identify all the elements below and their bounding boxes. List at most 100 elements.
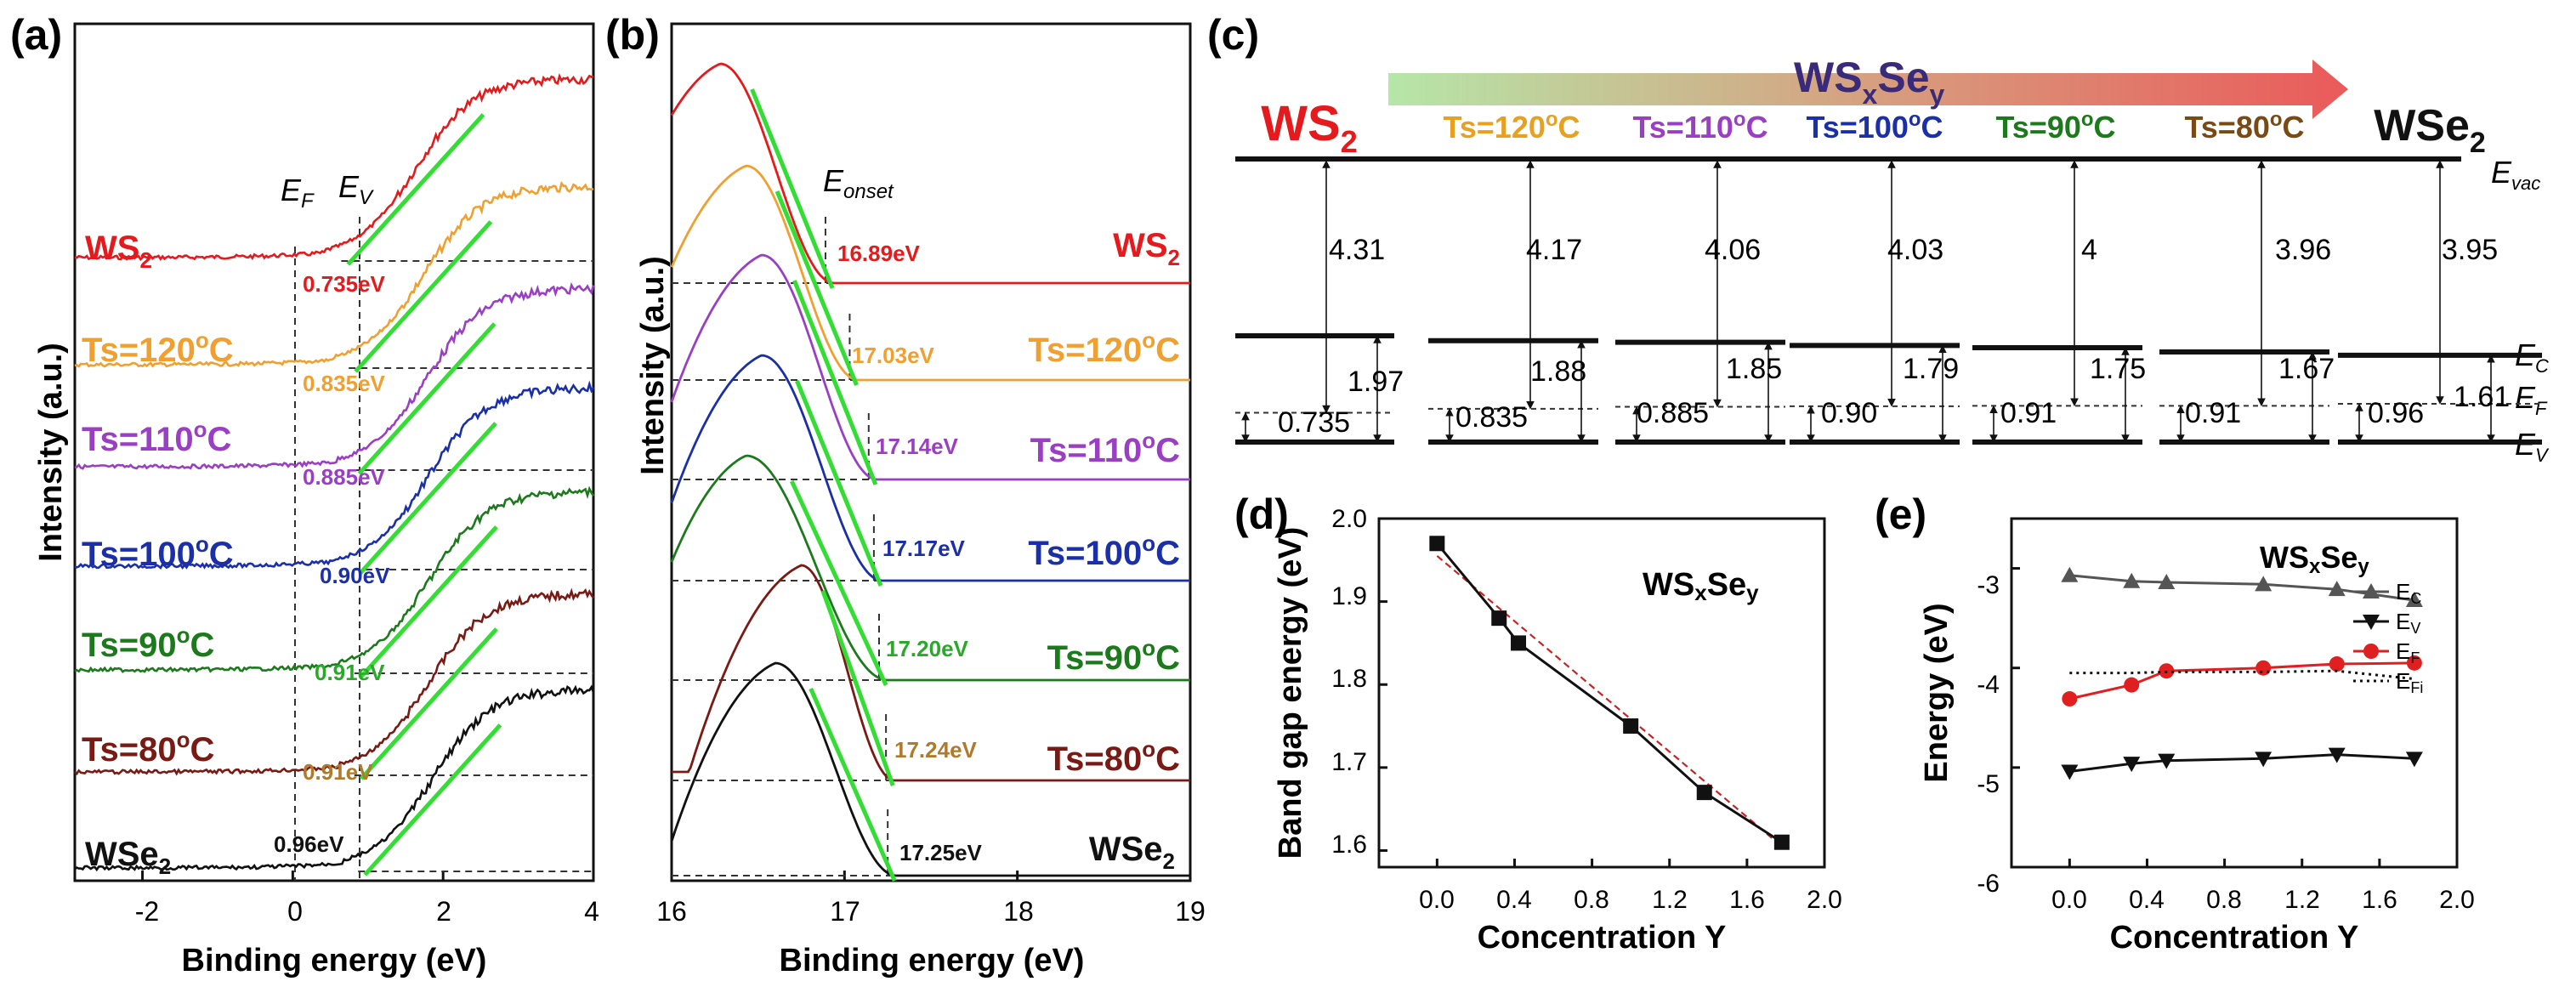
col-title-ws2: WS2 [1261,96,1357,159]
panel-e-point-EC [2158,573,2176,589]
panel-e-point-EC [2061,566,2079,582]
label-b-ws2: WS2 [1113,227,1180,270]
panel-e-ticks [2011,567,2459,869]
wf-ts100: 4.03 [1887,234,1943,266]
col-title-wse2: WSe2 [2374,101,2486,159]
panel-e-point-EV [2061,764,2079,780]
col-title-ts120: Ts=120oC [1443,108,1580,145]
panel-d-linear-fit [1436,555,1783,848]
ef-label: EF [281,173,315,213]
panel-e-point-EC [2255,576,2272,592]
panel-b-spectrum-WSe2 [670,661,1190,877]
ev-value-ts90: 0.91eV [315,660,385,685]
legend-ec-label: EC [2396,579,2421,607]
gap-ts110: 1.85 [1726,353,1782,385]
label-a-wse2: WSe2 [85,836,171,879]
panel-e-point-EV [2255,752,2272,768]
panel-a-spectrum-Ts120 [74,180,594,368]
label-b-ts110: Ts=110oC [1030,428,1180,469]
panel-a-spectrum-Ts90 [74,485,595,673]
panel-a-fit-Ts90 [359,525,498,678]
panel-d-ytick-4: 1.9 [1331,582,1367,610]
panel-e-xtick-1: 0.0 [2051,886,2087,914]
panel-b-spectrum-Ts100 [670,354,1190,582]
label-a-ts90: Ts=90oC [82,622,214,664]
panel-e-xtick-2: 0.4 [2129,886,2165,914]
eonset-label: Eonset [823,163,894,203]
panel-d-point [1696,785,1712,801]
panel-e-point-EF [2255,660,2272,676]
panel-a-spectrum-Ts110 [74,282,595,470]
wf-wse2: 3.95 [2442,234,2498,266]
panel-a-fit-Ts100 [359,422,497,575]
panel-d-ytick-3: 1.8 [1331,665,1367,693]
panel-b-spectrum-Ts110 [670,253,1190,481]
panel-a-fit-WS2 [346,113,485,266]
gap-ts90: 1.75 [2090,353,2146,385]
label-a-ws2: WS2 [85,230,152,273]
panel-b-fit-Ts110 [792,280,878,485]
panel-e-ylabel: Energy (eV) [1919,603,1955,782]
panel-b-spectrum-Ts90 [670,454,1190,682]
panel-a-frame [73,22,595,882]
gap-wse2: 1.61 [2454,381,2510,413]
legend-ef-label: EF [2396,638,2420,667]
panel-e-series-EC [2069,574,2415,602]
ef-label-c: EF [2515,380,2548,419]
panel-e-point-EC [2328,581,2346,597]
panel-a-xtick-4: 4 [584,896,599,927]
panel-d-xtick-5: 1.6 [1729,886,1765,914]
panel-a-spectrum-Ts100 [74,380,595,570]
panel-a-xtick-2: 0 [287,896,303,927]
panel-a-fit-WSe2 [363,723,502,876]
wf-ts80: 3.96 [2275,234,2331,266]
panel-b-fit-Ts90 [790,479,888,687]
ef-ws2: 0.735 [1278,406,1350,439]
panel-e-ytick-1: -3 [1977,571,2000,599]
panel-e-point-EF [2062,691,2078,707]
ev-value-ts120: 0.835eV [303,371,386,396]
panel-b-frame [670,22,1192,882]
panel-d-point [1511,635,1527,651]
panel-d-point [1429,536,1445,552]
ef-ts80: 0.91 [2185,397,2241,429]
label-b-ts100: Ts=100oC [1028,530,1180,572]
ev-value-ws2: 0.735eV [303,271,386,297]
panel-e-xtick-6: 2.0 [2439,886,2475,914]
eonset-value-ts110: 17.14eV [876,434,959,459]
panel-c-columns [1235,160,2542,445]
ev-label-c: EV [2515,427,2550,466]
label-a-ts80: Ts=80oC [82,727,214,769]
panel-b-fit-Ts100 [795,380,883,587]
panel-b-xtick-1: 16 [656,896,687,927]
panel-b-xtick-2: 17 [830,896,860,927]
panel-b-fit-Ts120 [775,190,859,386]
panel-a-xtick-1: -2 [135,896,159,927]
panel-a-xtick-3: 2 [436,896,451,927]
label-b-ts120: Ts=120oC [1028,327,1180,369]
panel-d-bandgap-line [1436,542,1783,843]
panel-e-point-EF [2329,656,2345,672]
panel-d-point [1491,610,1507,627]
panel-d-xtick-1: 0.0 [1419,886,1455,914]
panel-e-xtick-4: 1.2 [2284,886,2320,914]
panel-e-xtick-3: 0.8 [2206,886,2242,914]
legend-marker-EC [2363,583,2380,598]
label-b-ts90: Ts=90oC [1047,635,1180,677]
panel-e-point-EV [2405,752,2423,768]
panel-e-series-EF [2068,661,2414,701]
panel-e-frame [2010,517,2459,869]
panel-a-curves [74,72,595,876]
panel-d-ytick-1: 1.6 [1331,831,1367,859]
ev-label: EV [338,169,374,209]
label-b-ts80: Ts=80oC [1047,736,1180,778]
panel-e-plot [2061,566,2423,780]
panel-b-xtick-3: 18 [1003,896,1034,927]
gap-ts80: 1.67 [2278,353,2335,385]
panel-label-a: (a) [10,11,62,59]
panel-d-xtick-6: 2.0 [1807,886,1842,914]
ef-ts90: 0.91 [2000,397,2057,429]
gap-ws2: 1.97 [1348,366,1404,398]
panel-d-title: WSxSey [1643,567,1759,605]
